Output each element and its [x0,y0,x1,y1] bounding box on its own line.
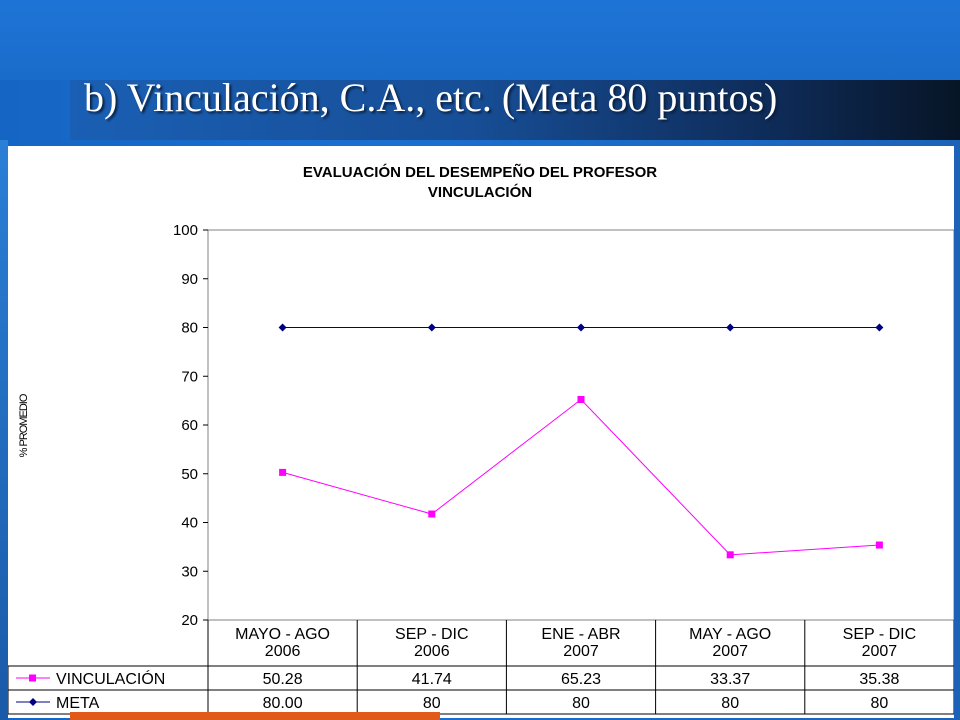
top-band [0,0,960,80]
chart-title: EVALUACIÓN DEL DESEMPEÑO DEL PROFESOR [303,163,657,181]
data-point [278,323,287,332]
bottom-stripe [70,712,440,720]
data-point [279,468,287,476]
data-table-value: 33.37 [710,671,750,688]
x-category-label: MAY - AGO [689,626,771,643]
chart-panel: EVALUACIÓN DEL DESEMPEÑO DEL PROFESOR VI… [8,146,954,718]
y-tick-label: 20 [181,612,198,629]
data-table-value: 80 [423,695,441,712]
x-category-label: ENE - ABR [541,626,620,643]
x-category-label: SEP - DIC [395,626,469,643]
data-point [726,323,735,332]
x-category-label: 2007 [712,643,748,660]
x-category-label: 2007 [862,643,898,660]
data-point [726,551,734,559]
y-tick-label: 50 [181,466,198,483]
y-tick-label: 30 [181,563,198,580]
data-point [428,510,436,518]
x-category-label: 2006 [265,643,301,660]
data-table-value: 80 [572,695,590,712]
legend-key-marker [29,698,37,706]
data-table-value: 35.38 [859,671,899,688]
data-table-value: 41.74 [412,671,452,688]
x-category-label: MAYO - AGO [235,626,330,643]
data-table-value: 80.00 [263,695,303,712]
line-chart: EVALUACIÓN DEL DESEMPEÑO DEL PROFESOR VI… [8,163,954,715]
title-bar [70,80,960,140]
y-tick-label: 40 [181,515,198,532]
data-table-value: 80 [871,695,889,712]
chart-subtitle: VINCULACIÓN [428,183,532,201]
legend-label: VINCULACIÓN [56,669,165,688]
data-point [875,541,883,549]
y-tick-label: 60 [181,417,198,434]
data-point [577,323,585,332]
y-tick-label: 80 [181,320,198,337]
data-table-value: 65.23 [561,671,601,688]
data-point [577,396,585,404]
y-tick-label: 90 [181,271,198,288]
y-axis-label: % PROMEDIO [18,393,30,457]
x-category-label: SEP - DIC [843,626,917,643]
plot-area [207,229,954,621]
data-table-value: 50.28 [263,671,303,688]
legend-label: META [56,695,100,712]
x-category-label: 2007 [563,643,599,660]
series-line-0 [282,398,880,556]
data-point [427,323,436,332]
data-table-value: 80 [721,695,739,712]
x-category-label: 2006 [414,643,450,660]
y-tick-label: 100 [173,222,198,239]
legend-key-marker [29,674,36,682]
y-tick-label: 70 [181,368,198,385]
left-stripe [0,140,8,720]
slide-title: b) Vinculación, C.A., etc. (Meta 80 punt… [84,75,778,120]
data-point [875,323,884,332]
